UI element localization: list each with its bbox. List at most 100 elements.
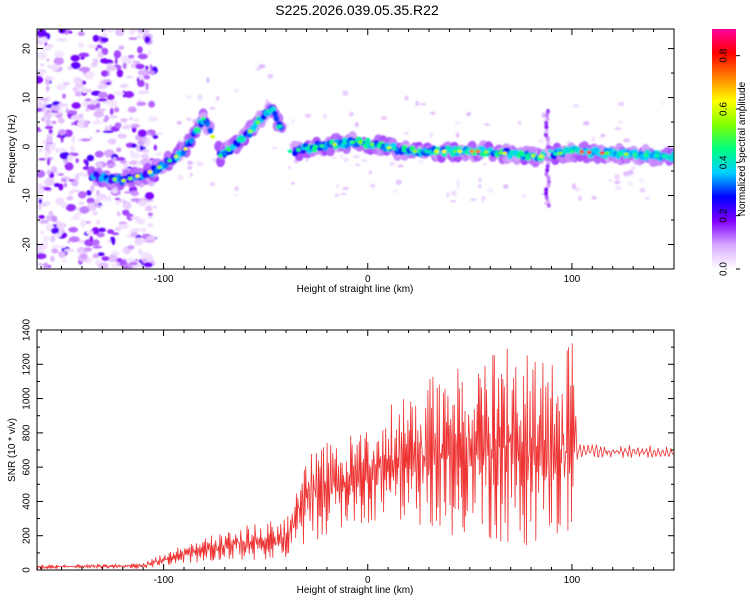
spectral-blob [604, 151, 610, 155]
y-tick-label: 600 [22, 458, 33, 475]
spectral-blob [58, 227, 63, 235]
colorbar: 0.0 0.2 0.4 0.6 0.8 Normalized spectral ampl… [712, 29, 748, 276]
spectral-blob [111, 189, 119, 194]
spectral-blob [44, 125, 54, 130]
spectral-blob [57, 117, 65, 124]
spectral-blob [137, 69, 149, 76]
spectral-blob [131, 228, 141, 232]
spectral-blob [120, 160, 127, 164]
spectral-blob [131, 123, 140, 128]
spectral-blob [186, 160, 194, 166]
spectral-blob [105, 29, 115, 32]
spectral-blob [215, 95, 220, 102]
y-tick-label: 400 [22, 493, 33, 510]
spectral-blob [70, 54, 80, 62]
snr-plot-area [37, 330, 674, 570]
spectral-blob [98, 227, 107, 233]
spectral-blob [51, 244, 59, 249]
spectral-blob [148, 182, 153, 187]
spectral-blob [176, 120, 182, 125]
spectral-blob [108, 254, 118, 263]
spectral-blob [600, 133, 606, 138]
spectral-blob [64, 162, 74, 171]
spectral-blob [546, 179, 551, 185]
spectral-blob [62, 93, 66, 99]
spectral-blob [107, 138, 117, 145]
spectral-blob [115, 29, 125, 37]
spectral-blob [546, 202, 551, 208]
spectral-blob [577, 195, 583, 201]
spectral-blob [267, 73, 274, 79]
spectral-blob [78, 201, 85, 206]
spectral-blob [342, 90, 349, 97]
spectral-blob [105, 82, 111, 85]
spectral-blob [97, 252, 105, 257]
spectral-blob [303, 146, 309, 151]
spectral-blob [140, 227, 147, 233]
spectral-blob [143, 262, 153, 268]
spectral-blob [80, 219, 86, 228]
spectral-blob [50, 104, 61, 112]
spectral-blob [395, 179, 402, 185]
spectral-blob [113, 50, 122, 59]
spectral-blob [129, 30, 135, 36]
spectral-blob [37, 195, 45, 200]
spectral-blob [134, 237, 144, 246]
spectral-blob [58, 245, 66, 249]
spectral-blob [258, 64, 266, 69]
spectral-blob [147, 222, 153, 228]
spectral-blob [369, 142, 375, 147]
spectral-blob [37, 75, 44, 84]
spectral-blob [335, 184, 339, 190]
spectral-blob [51, 215, 58, 223]
spectral-blob [185, 95, 193, 99]
spectral-blob [415, 100, 420, 107]
spectral-blob [247, 129, 253, 134]
spectral-blob [544, 128, 549, 134]
spectral-blob [80, 253, 88, 259]
figure-title: S225.2026.039.05.35.R22 [275, 2, 439, 18]
spectral-blob [86, 230, 94, 235]
spectral-blob [138, 74, 143, 81]
spectral-blob [71, 102, 81, 109]
spectral-blob [397, 164, 404, 168]
spectral-blob [451, 190, 457, 196]
spectral-blob [80, 56, 85, 60]
spectral-blob [56, 135, 64, 138]
spectral-blob [255, 67, 261, 71]
spectral-blob [45, 85, 50, 92]
spectral-blob [627, 169, 634, 176]
spectral-blob [429, 132, 434, 139]
spectral-blob [424, 149, 430, 154]
spectral-blob [546, 108, 550, 114]
spectral-blob [419, 103, 427, 106]
colorbar-tick-label: 0.4 [719, 155, 730, 169]
spectral-blob [144, 206, 153, 212]
spectral-blob [273, 115, 280, 122]
spectral-blob [145, 239, 155, 243]
spectral-blob [46, 58, 50, 62]
spectral-blob [61, 176, 71, 180]
spectral-blob [545, 116, 550, 122]
y-tick-label: 0 [22, 143, 33, 149]
spectral-blob [441, 149, 447, 154]
spectrogram-x-axis-label: Height of straight line (km) [297, 284, 414, 295]
spectral-blob [361, 159, 368, 162]
spectral-blob [83, 102, 89, 106]
spectral-blob [41, 116, 46, 122]
spectral-blob [350, 140, 356, 144]
x-tick-label: -100 [154, 274, 174, 285]
spectral-blob [37, 29, 47, 38]
spectrogram-y-axis-label: Frequency (Hz) [7, 115, 18, 184]
spectral-blob [37, 69, 47, 74]
colorbar-tick-label: 0.8 [719, 48, 730, 62]
spectral-blob [107, 194, 112, 203]
colorbar-tick-label: 0.6 [719, 102, 730, 116]
spectral-blob [173, 154, 179, 159]
spectral-blob [91, 227, 100, 235]
spectral-blob [122, 125, 128, 130]
spectral-blob [113, 107, 120, 113]
spectral-blob [557, 151, 563, 156]
spectral-blob [89, 235, 94, 242]
spectral-blob [296, 148, 301, 152]
